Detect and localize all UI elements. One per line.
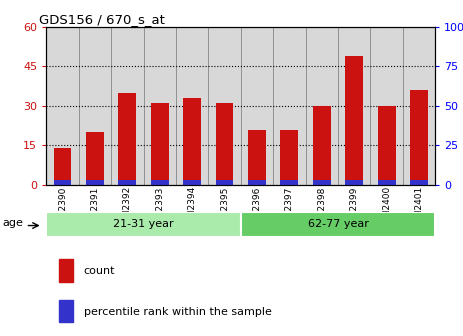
Bar	[410, 179, 428, 185]
Bar	[313, 106, 331, 185]
Bar	[281, 179, 298, 185]
Bar	[241, 212, 435, 237]
Bar	[79, 27, 111, 185]
Bar	[338, 27, 370, 185]
Bar	[54, 148, 71, 185]
Text: age: age	[2, 218, 23, 228]
Bar	[119, 93, 136, 185]
Bar	[216, 103, 233, 185]
Bar	[313, 179, 331, 185]
Bar	[183, 179, 201, 185]
Bar	[86, 132, 104, 185]
Bar	[46, 212, 241, 237]
Bar	[370, 27, 403, 185]
Bar	[281, 129, 298, 185]
Bar	[208, 27, 241, 185]
Bar	[144, 27, 176, 185]
Bar	[59, 300, 74, 323]
Bar	[151, 103, 169, 185]
Text: GDS156 / 670_s_at: GDS156 / 670_s_at	[38, 13, 164, 26]
Bar	[345, 179, 363, 185]
Bar	[183, 98, 201, 185]
Bar	[378, 179, 395, 185]
Bar	[241, 27, 273, 185]
Bar	[46, 27, 79, 185]
Bar	[248, 129, 266, 185]
Bar	[151, 179, 169, 185]
Text: percentile rank within the sample: percentile rank within the sample	[84, 306, 272, 317]
Bar	[111, 27, 144, 185]
Bar	[59, 259, 74, 282]
Bar	[176, 27, 208, 185]
Bar	[410, 90, 428, 185]
Bar	[345, 56, 363, 185]
Bar	[306, 27, 338, 185]
Bar	[273, 27, 306, 185]
Bar	[248, 179, 266, 185]
Bar	[86, 179, 104, 185]
Bar	[216, 179, 233, 185]
Bar	[403, 27, 435, 185]
Bar	[119, 179, 136, 185]
Text: 21-31 year: 21-31 year	[113, 219, 174, 229]
Bar	[378, 106, 395, 185]
Text: 62-77 year: 62-77 year	[307, 219, 369, 229]
Bar	[54, 179, 71, 185]
Text: count: count	[84, 266, 115, 276]
